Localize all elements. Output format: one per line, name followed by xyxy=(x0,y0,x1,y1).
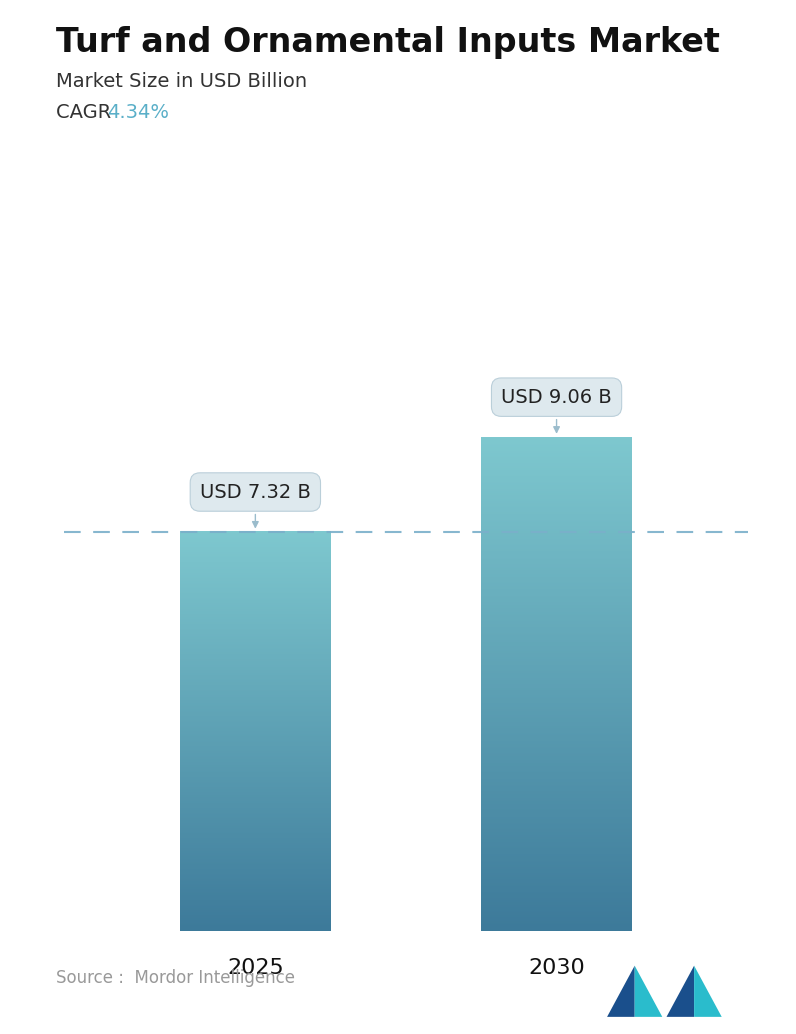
Text: USD 7.32 B: USD 7.32 B xyxy=(200,483,310,527)
Text: Source :  Mordor Intelligence: Source : Mordor Intelligence xyxy=(56,970,295,987)
Polygon shape xyxy=(607,966,634,1016)
Polygon shape xyxy=(666,966,694,1016)
Text: 2025: 2025 xyxy=(227,957,283,978)
Text: CAGR: CAGR xyxy=(56,103,117,122)
Polygon shape xyxy=(694,966,722,1016)
Text: 4.34%: 4.34% xyxy=(107,103,170,122)
Text: Turf and Ornamental Inputs Market: Turf and Ornamental Inputs Market xyxy=(56,26,720,59)
Text: 2030: 2030 xyxy=(529,957,585,978)
Text: USD 9.06 B: USD 9.06 B xyxy=(501,388,612,432)
Polygon shape xyxy=(634,966,662,1016)
Text: Market Size in USD Billion: Market Size in USD Billion xyxy=(56,72,306,91)
